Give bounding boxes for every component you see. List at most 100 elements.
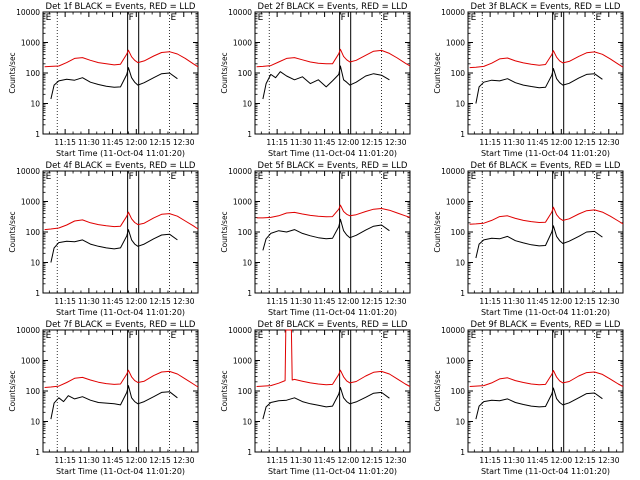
interval-marker: E [258,331,264,341]
x-tick-label: 11:30 [290,297,312,306]
detector-panel-7: Det 7f BLACK = Events, RED = LLD 1 10 100 10… [8,320,199,476]
y-tick-label: 100 [451,228,466,237]
events-series-line [475,387,603,420]
y-tick-label: 10000 [16,8,40,17]
y-tick-label: 1 [35,289,40,298]
x-tick-label: 12:15 [361,138,383,147]
events-series-line [475,225,603,259]
y-tick-label: 10000 [228,8,252,17]
x-tick-label: 11:15 [54,456,76,465]
x-tick-label: 11:45 [527,138,549,147]
detector-panel-2: Det 2f BLACK = Events, RED = LLD 1 10 100 10… [220,2,411,158]
x-tick-label: 12:30 [173,297,195,306]
y-axis-label: Counts/sec [8,52,17,93]
y-tick-label: 10000 [441,8,465,17]
y-axis-label: Counts/sec [220,370,229,411]
x-axis-label: Start Time (11-Oct-04 11:01:20) [481,308,610,317]
lld-series-line [469,50,624,69]
y-tick-label: 10000 [16,326,40,335]
panel-title: Det 3f BLACK = Events, RED = LLD [471,2,621,12]
y-tick-label: 10000 [228,167,252,176]
detector-panel-9: Det 9f BLACK = Events, RED = LLD 1 10 100 10… [433,320,624,476]
y-tick-label: 10 [30,100,40,109]
x-tick-label: 12:30 [598,138,620,147]
x-tick-label: 12:00 [551,456,573,465]
x-tick-label: 11:30 [78,138,100,147]
x-tick-label: 12:30 [173,456,195,465]
lld-series-line [44,369,199,388]
y-tick-label: 1 [247,289,252,298]
interval-marker: E [258,172,264,182]
y-tick-label: 10 [30,259,40,268]
x-tick-label: 11:15 [479,138,501,147]
x-tick-label: 11:15 [479,456,501,465]
interval-marker: E [471,172,477,182]
x-tick-label: 12:00 [338,138,360,147]
x-tick-label: 12:30 [173,138,195,147]
interval-marker: F [129,331,134,341]
interval-marker: E [46,172,52,182]
detector-panel-5: Det 5f BLACK = Events, RED = LLD 1 10 100 10… [220,161,411,317]
y-axis-label: Counts/sec [433,52,442,93]
interval-marker: E [383,331,389,341]
x-tick-label: 11:45 [102,297,124,306]
detector-panel-8: Det 8f BLACK = Events, RED = LLD 1 10 100 10… [220,320,411,476]
x-tick-label: 11:45 [314,297,336,306]
x-axis-label: Start Time (11-Oct-04 11:01:20) [481,149,610,158]
x-axis-label: Start Time (11-Oct-04 11:01:20) [481,467,610,476]
x-tick-label: 12:30 [385,297,407,306]
x-tick-label: 12:30 [385,138,407,147]
interval-marker: E [471,13,477,23]
y-axis-label: Counts/sec [220,211,229,252]
events-series-line [262,65,390,100]
plot-frame [467,170,624,294]
x-tick-label: 12:15 [574,456,596,465]
x-tick-label: 12:00 [551,297,573,306]
x-tick-label: 12:00 [551,138,573,147]
y-tick-label: 100 [238,69,253,78]
detector-panel-4: Det 4f BLACK = Events, RED = LLD 1 10 100 10… [8,161,199,317]
y-tick-label: 100 [238,228,253,237]
detector-panel-6: Det 6f BLACK = Events, RED = LLD 1 10 100 10… [433,161,624,317]
lld-series-line [256,329,411,387]
x-tick-label: 12:30 [598,297,620,306]
interval-marker: E [171,172,177,182]
y-axis-label: Counts/sec [220,52,229,93]
interval-marker: E [471,331,477,341]
events-series-line [475,68,603,104]
y-tick-label: 1000 [21,198,40,207]
y-axis-label: Counts/sec [8,370,17,411]
y-tick-label: 100 [26,228,41,237]
interval-marker: E [383,13,389,23]
x-axis-label: Start Time (11-Oct-04 11:01:20) [268,308,397,317]
x-tick-label: 11:15 [266,297,288,306]
x-tick-label: 11:30 [78,456,100,465]
y-tick-label: 1000 [446,198,465,207]
x-tick-label: 12:30 [385,456,407,465]
plot-frame [254,329,411,453]
interval-marker: E [596,172,602,182]
y-tick-label: 10 [242,418,252,427]
panel-title: Det 9f BLACK = Events, RED = LLD [471,320,621,330]
x-tick-label: 11:15 [54,297,76,306]
interval-marker: F [554,13,559,23]
interval-marker: F [129,13,134,23]
lld-series-line [256,48,411,68]
y-tick-label: 10000 [441,326,465,335]
x-tick-label: 12:30 [598,456,620,465]
x-tick-label: 12:00 [126,456,148,465]
x-tick-label: 11:45 [314,138,336,147]
x-tick-label: 11:30 [503,138,525,147]
x-tick-label: 12:15 [574,138,596,147]
y-tick-label: 10 [30,418,40,427]
y-tick-label: 1 [35,130,40,139]
x-tick-label: 12:00 [126,138,148,147]
plot-frame [254,170,411,294]
x-tick-label: 12:00 [338,297,360,306]
x-tick-label: 12:15 [149,456,171,465]
x-tick-label: 12:15 [361,297,383,306]
interval-marker: E [171,331,177,341]
x-tick-label: 11:45 [314,456,336,465]
lld-series-line [44,211,199,231]
x-tick-label: 11:45 [527,456,549,465]
